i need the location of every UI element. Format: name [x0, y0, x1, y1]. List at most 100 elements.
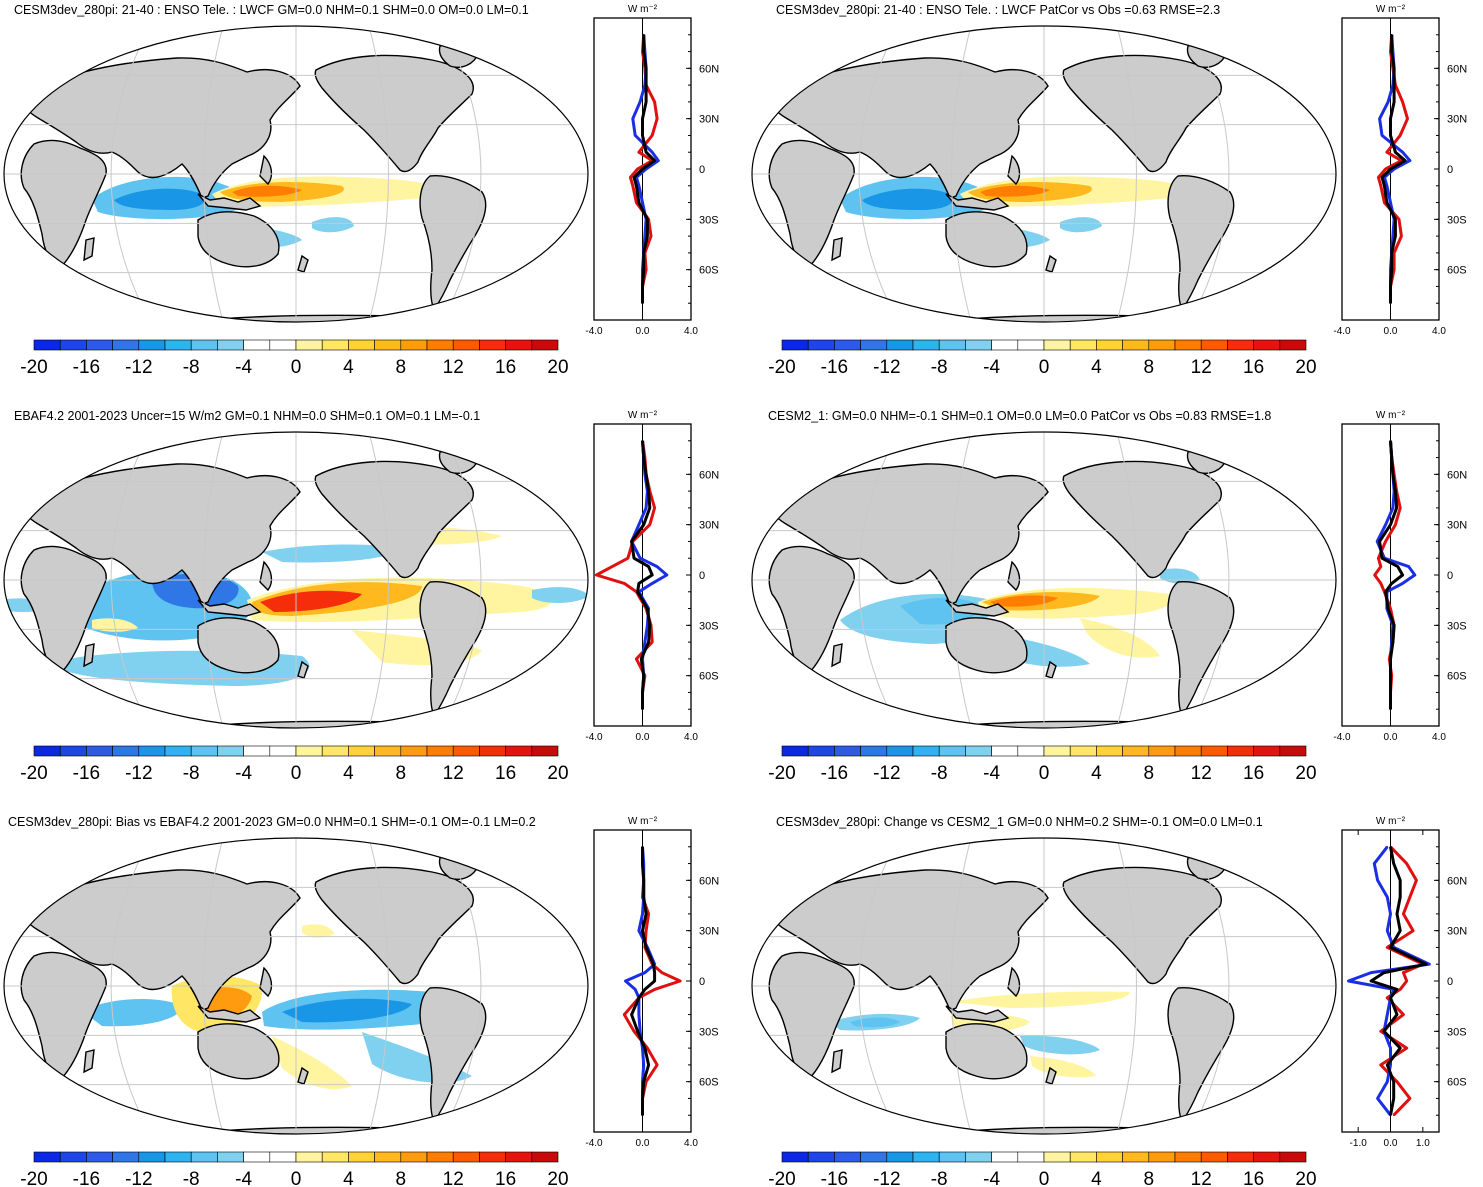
anomaly-patch — [532, 587, 588, 603]
colorbar-swatch — [1017, 745, 1045, 757]
profile-point-red — [632, 185, 634, 187]
colorbar-swatch — [965, 1151, 992, 1163]
colorbar-label: -12 — [125, 357, 152, 378]
colorbar-swatch — [781, 339, 809, 351]
colorbar-swatch — [138, 745, 166, 757]
longitude-line — [203, 838, 224, 1134]
colorbar-label: 4 — [343, 763, 354, 784]
profile-point-black — [642, 50, 645, 53]
colorbar-swatch — [452, 1151, 480, 1163]
colorbar-label: 4 — [1091, 1169, 1102, 1187]
colorbar-label: 12 — [443, 357, 464, 378]
colorbar-swatch — [938, 339, 966, 351]
colorbar-swatch — [86, 745, 113, 757]
colorbar-label: 20 — [1295, 763, 1316, 784]
profile-point-black — [642, 523, 645, 526]
longitude-line — [1116, 26, 1137, 322]
colorbar-label: 20 — [547, 357, 568, 378]
map-content — [752, 432, 1336, 728]
panel-title: CESM3dev_280pi: Bias vs EBAF4.2 2001-202… — [8, 815, 536, 829]
profile-point-blue — [1376, 879, 1379, 882]
colorbar-swatch — [190, 745, 218, 757]
profile-point-black — [1389, 117, 1392, 120]
profile-point-blue — [632, 117, 634, 120]
colorbar-swatch — [860, 745, 888, 757]
profile-point-black — [641, 1114, 644, 1116]
anomaly-patch — [282, 998, 412, 1023]
colorbar-swatch — [217, 745, 244, 757]
longitude-line — [1116, 838, 1137, 1134]
profile-point-black — [1389, 168, 1392, 170]
anomaly-patch — [950, 991, 1130, 1008]
colorbar-swatch — [807, 339, 835, 351]
profile-point-black — [1386, 1064, 1389, 1066]
profile-point-black — [645, 67, 647, 70]
profile-point-red — [1402, 913, 1405, 915]
profile-point-red — [653, 988, 656, 991]
profile-point-black — [642, 674, 645, 677]
colorbar-swatch — [86, 339, 113, 351]
lat-tick-label: 30S — [1447, 620, 1467, 632]
colorbar-label: 20 — [547, 763, 568, 784]
profile-point-black — [630, 1013, 633, 1016]
profile-point-blue — [634, 988, 636, 991]
profile-point-black — [1399, 896, 1401, 898]
profile-point-black — [633, 557, 635, 559]
profile-point-black — [642, 252, 645, 254]
longitude-line — [203, 26, 224, 322]
colorbar-swatch — [1279, 745, 1307, 757]
profile-point-black — [1389, 302, 1392, 305]
colorbar-swatch — [1069, 1151, 1097, 1163]
profile-point-blue — [1409, 159, 1411, 162]
colorbar-swatch — [1174, 745, 1202, 757]
lat-tick-label: 30S — [1447, 1026, 1467, 1038]
map-border — [3, 837, 589, 1135]
profile-point-black — [641, 846, 644, 848]
profile-point-black — [1392, 862, 1395, 865]
longitude-line — [1116, 432, 1137, 728]
longitude-line — [1189, 26, 1230, 322]
profile-point-black — [1390, 252, 1393, 254]
colorbar-swatch — [164, 339, 192, 351]
profile-point-black — [1387, 607, 1389, 610]
lat-tick-label: 30N — [1447, 114, 1467, 126]
graticule — [752, 838, 1336, 1134]
profile-point-black — [1425, 963, 1427, 965]
lat-tick-label: 0 — [1447, 976, 1453, 988]
profile-point-red — [1409, 896, 1411, 898]
profile-point-black — [653, 159, 656, 162]
profile-point-blue — [1386, 929, 1389, 932]
colorbar-label: 12 — [1191, 763, 1212, 784]
profile-point-blue — [1389, 201, 1392, 204]
colorbar-label: -16 — [821, 357, 848, 378]
colorbar-label: -8 — [183, 1169, 200, 1187]
zonal-profile: W m⁻² 60N 30N 0 30S 60S -4.0 0.0 4.0 — [1333, 4, 1467, 337]
colorbar-swatch — [33, 339, 61, 351]
profile-point-black — [645, 101, 647, 103]
profile-point-black — [1390, 50, 1393, 53]
anomaly-patch — [114, 188, 206, 210]
colorbar-label: -20 — [768, 1169, 795, 1187]
profile-point-red — [1383, 201, 1386, 204]
zonal-profile: W m⁻² 60N 30N 0 30S 60S -4.0 0.0 4.0 — [1333, 410, 1467, 743]
colorbar-swatch — [1096, 339, 1123, 351]
profile-point-black — [1389, 846, 1392, 848]
colorbar-label: 8 — [1144, 357, 1155, 378]
zonal-profile: W m⁻² 60N 30N 0 30S 60S -4.0 0.0 4.0 — [585, 4, 719, 337]
profile-point-blue — [638, 929, 640, 932]
profile-point-blue — [1373, 862, 1376, 865]
lat-tick-label: 60N — [699, 469, 719, 481]
colorbar-swatch — [834, 745, 861, 757]
map-content — [4, 432, 588, 728]
colorbar-label: -16 — [73, 763, 100, 784]
colorbar-swatch — [374, 745, 402, 757]
colorbar-swatch — [1200, 1151, 1228, 1163]
colorbar: -20 -16 -12 -8 -4 0 4 8 12 16 20 — [768, 745, 1317, 784]
panel-3: EBAF4.2 2001-2023 Uncer=15 W/m2 GM=0.1 N… — [3, 409, 719, 784]
colorbar-swatch — [426, 1151, 454, 1163]
colorbar-swatch — [348, 1151, 375, 1163]
colorbar-label: -4 — [983, 357, 1000, 378]
colorbar-swatch — [400, 1151, 428, 1163]
colorbar-swatch — [295, 339, 323, 351]
